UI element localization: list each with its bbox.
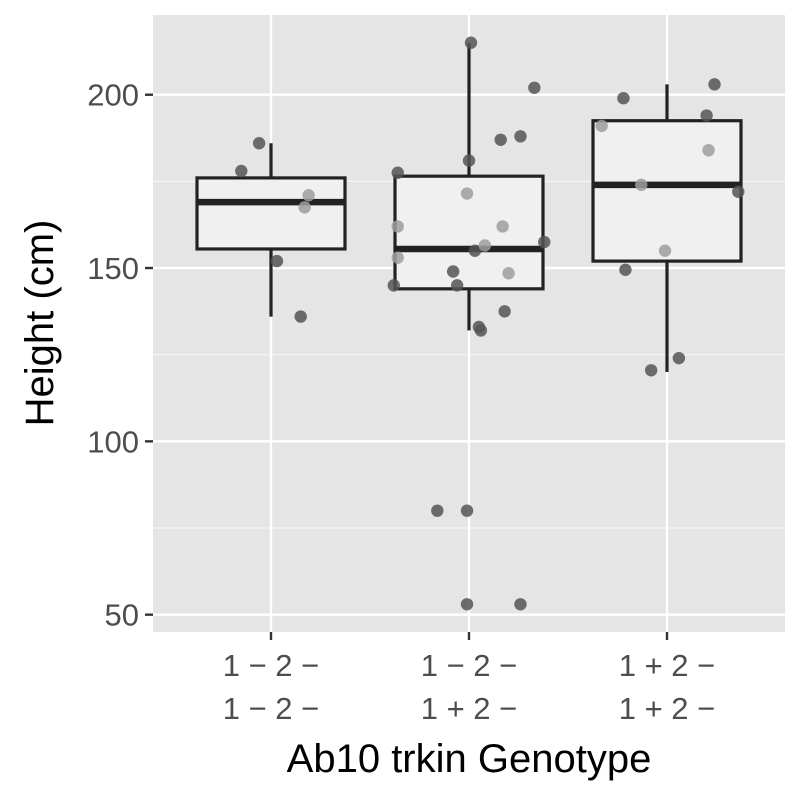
y-tick-label: 50 <box>105 598 139 633</box>
data-point <box>294 310 307 323</box>
data-point <box>635 178 648 192</box>
data-point <box>431 504 444 517</box>
y-tick-label: 150 <box>87 251 139 286</box>
whiskers <box>269 42 669 373</box>
y-tick-labels: 50 100 150 200 <box>87 78 139 633</box>
data-point <box>595 119 608 133</box>
data-point <box>460 598 474 611</box>
data-point <box>270 254 284 268</box>
data-point <box>298 201 311 214</box>
x-tick-label-line1: 1 − 2 − <box>223 648 320 683</box>
data-point <box>460 187 474 200</box>
data-point <box>494 133 507 146</box>
x-axis-title: Ab10 trkin Genotype <box>287 737 652 781</box>
box-iqr <box>195 176 347 251</box>
box-iqr <box>591 119 743 263</box>
x-tick-label-line1: 1 − 2 − <box>421 648 518 683</box>
boxes <box>195 119 743 291</box>
data-point <box>708 78 721 91</box>
data-point <box>468 244 482 257</box>
data-point <box>391 251 404 264</box>
data-point <box>391 220 404 233</box>
data-point <box>644 364 658 377</box>
data-point <box>672 351 686 365</box>
data-point <box>528 81 541 94</box>
data-point <box>464 36 478 49</box>
data-point <box>702 143 715 157</box>
data-point <box>538 235 551 249</box>
data-point <box>450 279 464 292</box>
data-point <box>514 598 527 611</box>
data-point <box>619 263 632 276</box>
y-axis-title: Height (cm) <box>18 220 62 427</box>
x-tick-label-line1: 1 + 2 − <box>619 648 716 683</box>
data-point <box>235 164 248 178</box>
data-point <box>302 189 315 202</box>
data-point <box>462 154 476 167</box>
data-point <box>478 239 492 252</box>
axis-ticks <box>145 93 669 640</box>
data-point <box>617 91 630 105</box>
data-point <box>474 324 488 337</box>
data-point <box>700 109 713 122</box>
y-tick-label: 100 <box>87 424 139 459</box>
data-point <box>732 185 745 198</box>
x-tick-label-line2: 1 + 2 − <box>619 691 716 726</box>
data-point <box>252 137 266 150</box>
x-tick-label-line2: 1 + 2 − <box>421 691 518 726</box>
data-point <box>498 305 511 318</box>
data-points <box>235 36 745 611</box>
x-tick-labels: 1 − 2 − 1 − 2 − 1 − 2 − 1 + 2 − 1 + 2 − 1 + 2… <box>223 648 716 726</box>
data-point <box>387 279 400 292</box>
x-tick-label-line2: 1 − 2 − <box>223 691 320 726</box>
data-point <box>496 220 509 233</box>
data-point <box>502 267 515 280</box>
y-tick-label: 200 <box>87 78 139 113</box>
data-point <box>460 504 474 517</box>
data-point <box>658 244 672 257</box>
data-point <box>514 130 527 143</box>
data-point <box>391 166 404 179</box>
data-point <box>446 265 460 278</box>
